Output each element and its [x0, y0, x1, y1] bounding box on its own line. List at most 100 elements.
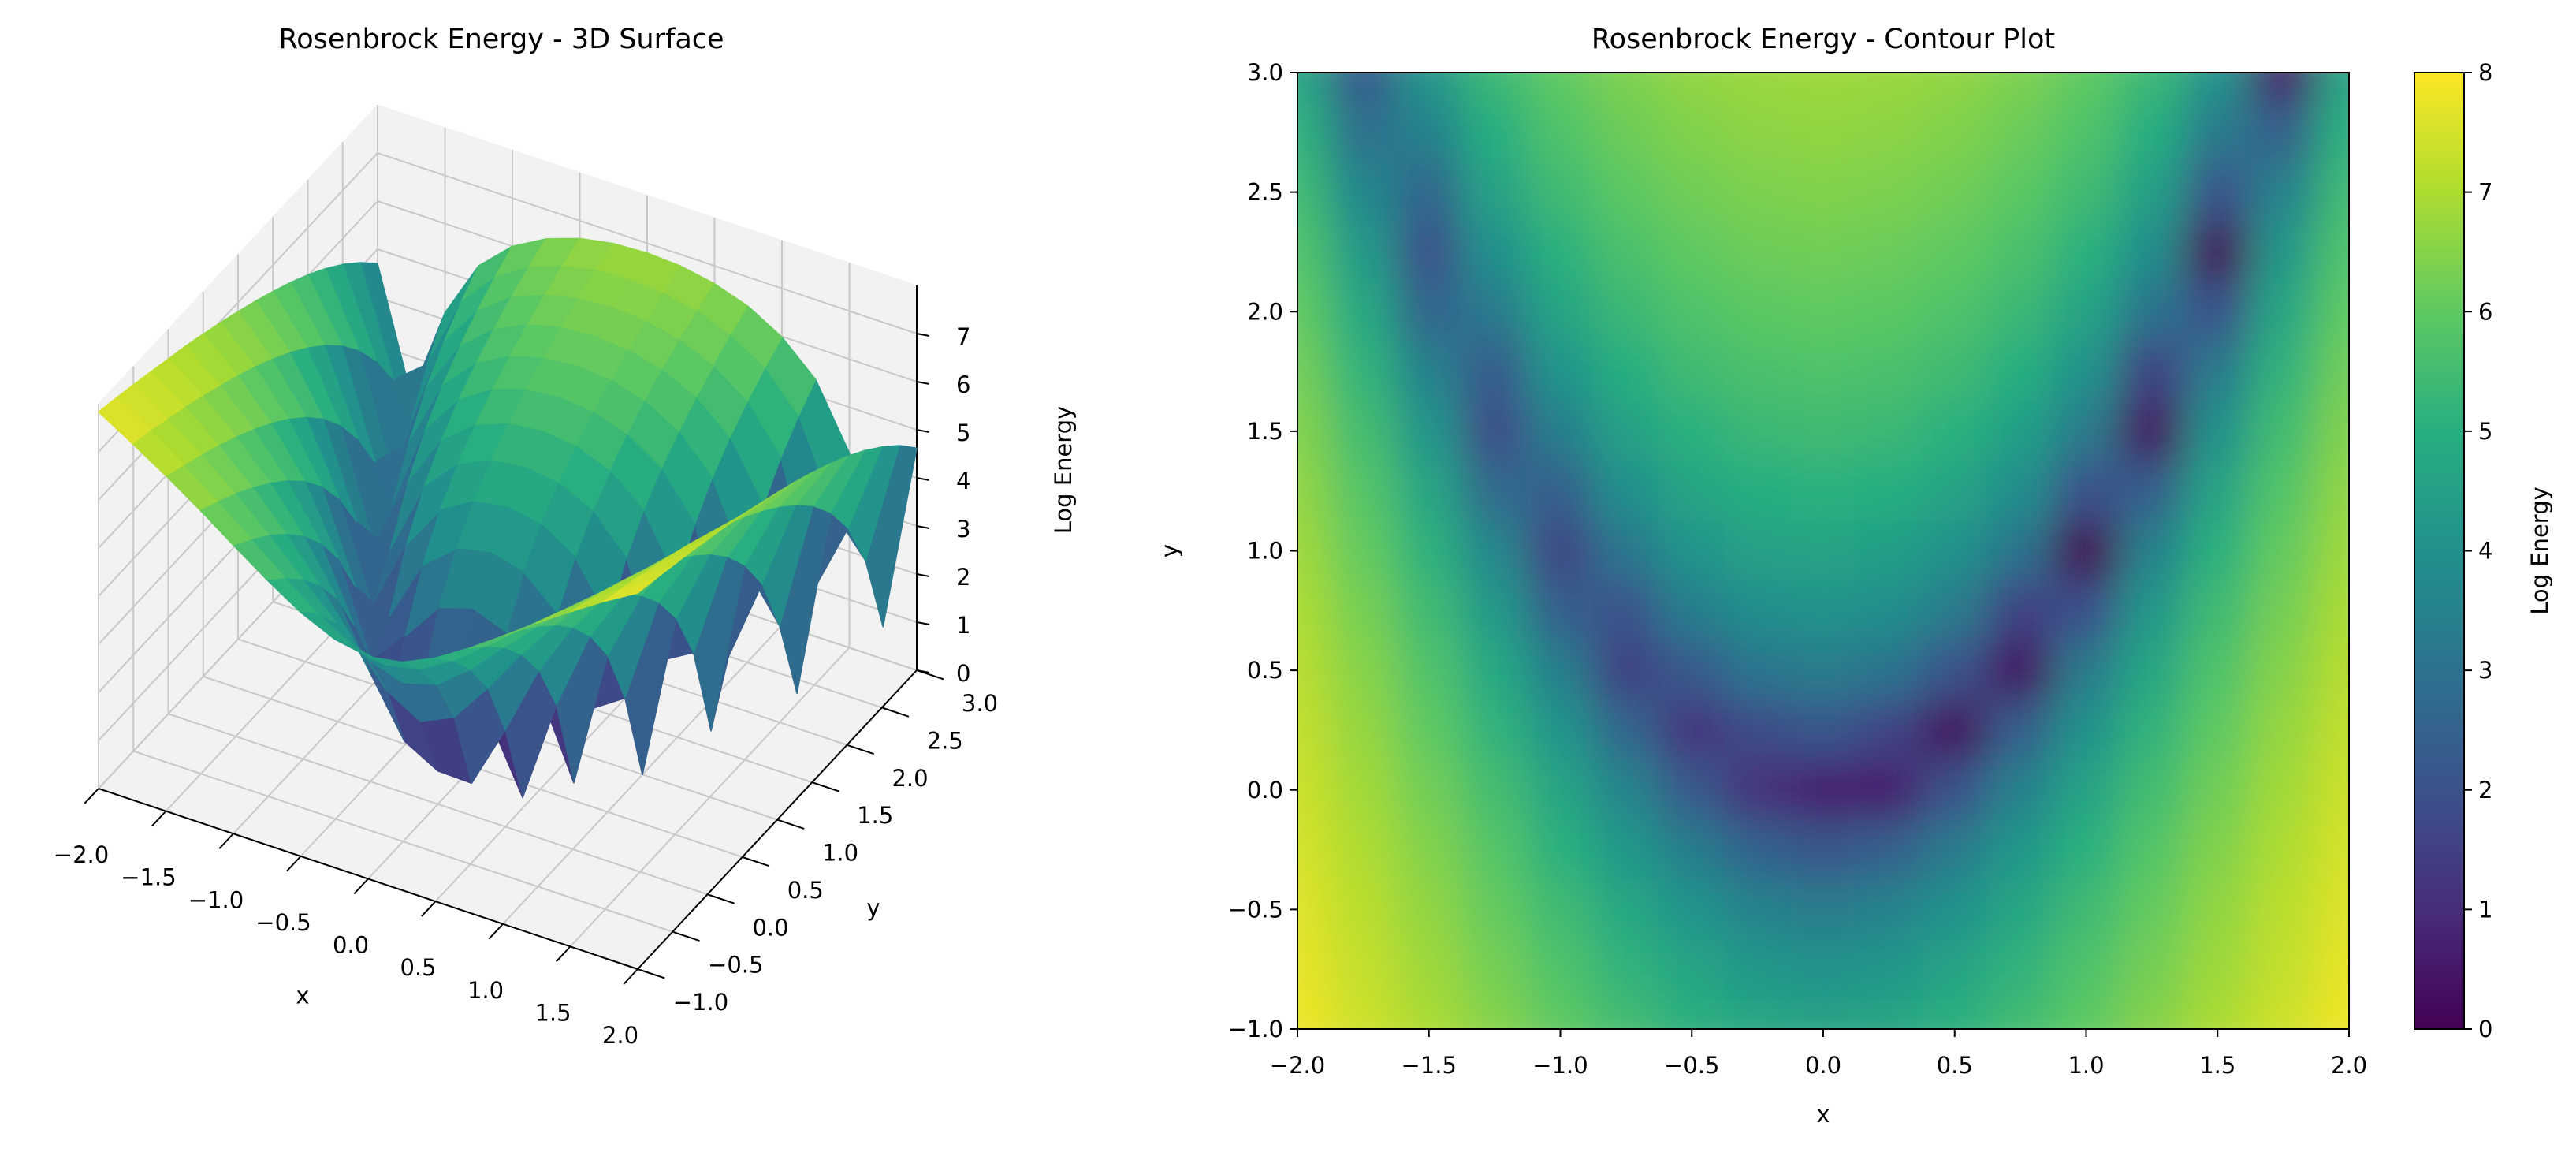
contour-cell	[1856, 281, 1923, 342]
surface	[98, 237, 918, 799]
contour-cell	[1724, 580, 1791, 641]
contour-cell	[1527, 520, 1594, 581]
x-tick-label: 1.0	[2068, 1052, 2104, 1079]
contour-cell	[1789, 759, 1857, 821]
y-tick-label: 1.0	[1247, 538, 1283, 565]
z-tick	[916, 381, 930, 385]
contour-cell	[2053, 580, 2120, 641]
contour-cell	[1921, 998, 1988, 1029]
contour-cell	[1395, 580, 1462, 641]
contour-cell	[1724, 222, 1791, 282]
x-tick-label: 1.5	[534, 999, 571, 1026]
contour-cell	[1297, 520, 1331, 581]
x-tick-label: 0.5	[400, 954, 436, 981]
contour-cell	[1461, 580, 1528, 641]
colorbar-tick-label: 8	[2478, 59, 2492, 86]
contour-cell	[1921, 341, 1988, 402]
contour-cell	[1658, 341, 1725, 402]
contour-cell	[2184, 938, 2251, 1000]
contour-cell	[1856, 341, 1923, 402]
contour-cell	[2118, 699, 2186, 761]
y-axis-label: y	[866, 895, 880, 922]
contour-cell	[1330, 73, 1397, 103]
contour-cell	[1986, 461, 2054, 522]
chart-title: Rosenbrock Energy - Contour Plot	[1591, 24, 2055, 55]
contour-cell	[1658, 461, 1725, 522]
contour-cell	[2184, 102, 2251, 163]
contour-cell	[1395, 938, 1462, 1000]
contour-cell	[1461, 938, 1528, 1000]
contour-cell	[2250, 341, 2317, 402]
contour-cell	[1395, 102, 1462, 163]
contour-cell	[1856, 520, 1923, 581]
contour-cell	[1461, 281, 1528, 342]
x-tick	[286, 856, 302, 872]
z-tick-label: 5	[956, 420, 970, 446]
surface-patch	[98, 397, 151, 445]
contour-cell	[2250, 162, 2317, 223]
contour-cell	[2053, 341, 2120, 402]
contour-cell	[1921, 759, 1988, 821]
contour-cell	[1527, 222, 1594, 282]
y-axis-label: y	[1156, 544, 1183, 557]
contour-cell	[2315, 520, 2349, 581]
contour-cell	[1527, 938, 1594, 1000]
contour-cell	[2184, 222, 2251, 282]
contour-cell	[1856, 878, 1923, 940]
contour-cell	[1986, 878, 2054, 940]
contour-cell	[1592, 938, 1660, 1000]
contour-cell	[2053, 938, 2120, 1000]
y-tick-label: 1.5	[1247, 418, 1283, 445]
contour-cell	[2184, 699, 2251, 761]
y-tick-label: 2.5	[927, 727, 963, 754]
contour-cell	[1330, 819, 1397, 880]
contour-cell	[1592, 102, 1660, 163]
contour-cell	[1921, 819, 1988, 880]
contour-cell	[2315, 938, 2349, 1000]
contour-cell	[2053, 759, 2120, 821]
x-tick	[623, 968, 638, 985]
contour-cell	[2315, 222, 2349, 282]
grid-line	[377, 152, 918, 334]
contour-cell	[1330, 281, 1397, 342]
contour-cell	[1856, 580, 1923, 641]
contour-cell	[1527, 580, 1594, 641]
contour-cell	[1921, 878, 1988, 940]
y-tick-label: 0.0	[1247, 777, 1283, 804]
contour-cell	[2184, 281, 2251, 342]
contour-cell	[1395, 222, 1462, 282]
contour-cell	[2053, 699, 2120, 761]
contour-cell	[1789, 73, 1857, 103]
y-tick-label: −0.5	[1228, 896, 1283, 923]
contour-cell	[1724, 938, 1791, 1000]
contour-cell	[1921, 401, 1988, 462]
contour-cell	[1592, 699, 1660, 761]
contour-cell	[1789, 580, 1857, 641]
contour-cell	[1395, 162, 1462, 223]
y-tick-label: 2.0	[1247, 298, 1283, 325]
z-tick-label: 7	[956, 323, 970, 350]
contour-cell	[2250, 640, 2317, 701]
contour-cell	[2118, 819, 2186, 880]
z-tick-label: 4	[956, 468, 970, 494]
contour-cell	[2184, 341, 2251, 402]
contour-cell	[1986, 819, 2054, 880]
y-tick-label: 3.0	[1247, 59, 1283, 86]
contour-cell	[2315, 819, 2349, 880]
contour-cell	[1986, 640, 2054, 701]
contour-cell	[1330, 878, 1397, 940]
contour-cell	[1330, 759, 1397, 821]
contour-cell	[1297, 878, 1331, 940]
contour-cell	[1789, 878, 1857, 940]
contour-cell	[1789, 162, 1857, 223]
contour-cell	[1724, 520, 1791, 581]
contour-cell	[1461, 401, 1528, 462]
contour-cell	[1856, 998, 1923, 1029]
grid-line	[132, 750, 673, 933]
contour-cell	[2315, 102, 2349, 163]
contour-cell	[1724, 73, 1791, 103]
x-tick-label: −1.0	[1532, 1052, 1588, 1079]
x-tick-label: 2.0	[602, 1022, 638, 1049]
contour-cell	[2250, 520, 2317, 581]
